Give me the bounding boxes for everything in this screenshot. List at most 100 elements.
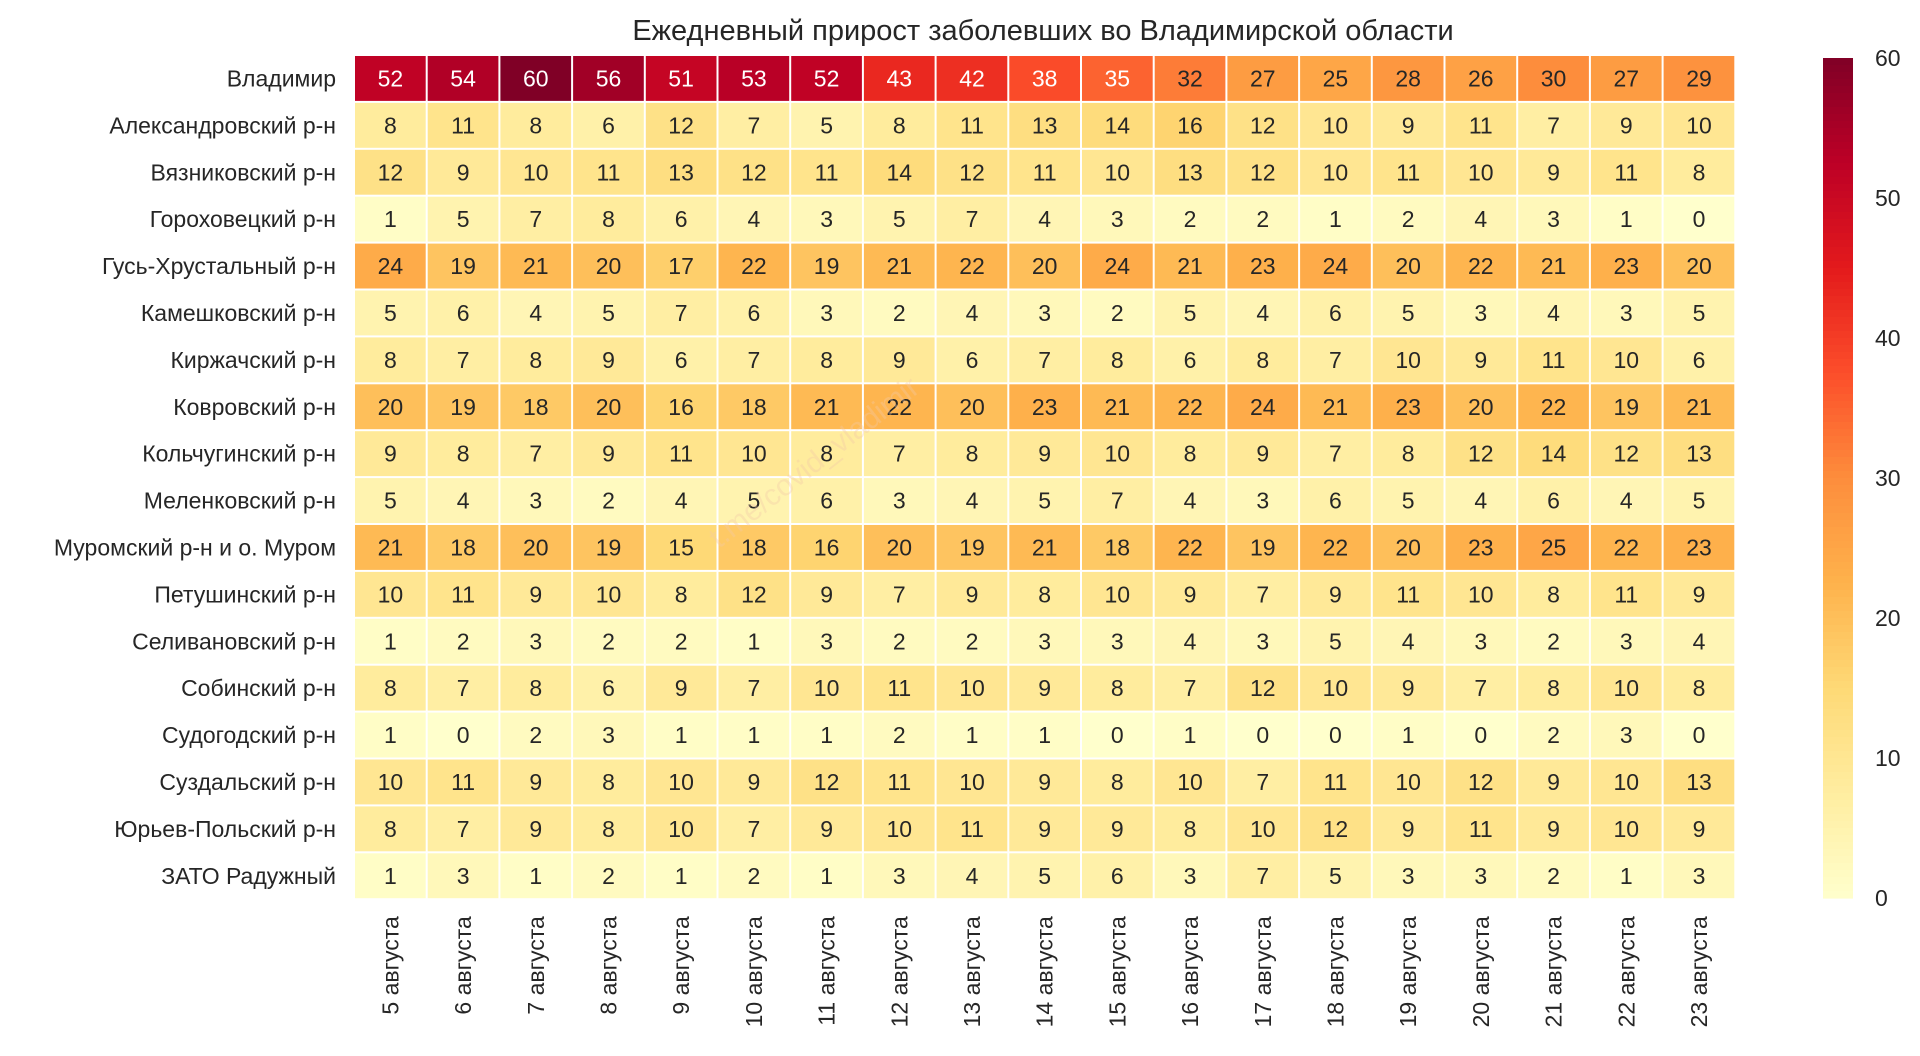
colorbar-segment [1823, 254, 1853, 262]
heatmap-cell [936, 149, 1008, 195]
colorbar-segment [1823, 163, 1853, 171]
heatmap-cell [645, 337, 717, 383]
cell-value-label: 10 [1686, 112, 1712, 138]
heatmap-cell [645, 431, 717, 477]
heatmap-cell [1445, 806, 1517, 852]
cell-value-label: 7 [1547, 112, 1560, 138]
colorbar-segment [1823, 653, 1853, 661]
cell-value-label: 20 [1395, 253, 1421, 279]
cell-value-label: 10 [1614, 769, 1640, 795]
cell-value-label: 12 [1250, 675, 1276, 701]
colorbar-segment [1823, 492, 1853, 500]
heatmap-cell [500, 102, 572, 148]
cell-value-label: 8 [529, 675, 542, 701]
heatmap-cell [1154, 759, 1226, 805]
cell-value-label: 7 [966, 206, 979, 232]
cell-value-label: 7 [748, 816, 761, 842]
heatmap-cell [1445, 102, 1517, 148]
heatmap-cell [718, 384, 790, 430]
cell-value-label: 11 [1614, 581, 1638, 607]
heatmap-cell [1300, 243, 1371, 289]
heatmap-cell [1663, 243, 1735, 289]
colorbar-segment [1823, 317, 1853, 325]
column-label: 10 августа [741, 916, 767, 1027]
cell-value-label: 3 [893, 488, 906, 514]
heatmap-cell [1227, 525, 1299, 570]
heatmap-cell [791, 149, 862, 195]
row-label: Судогодский р-н [162, 722, 336, 748]
row-label: Вязниковский р-н [150, 159, 336, 185]
cell-value-label: 9 [966, 581, 979, 607]
cell-value-label: 1 [820, 722, 833, 748]
heatmap-cell [1300, 712, 1371, 758]
colorbar-segment [1823, 450, 1853, 458]
heatmap-cell [427, 525, 499, 570]
colorbar-segment [1823, 359, 1853, 367]
heatmap-cell [718, 243, 790, 289]
heatmap-cell [1445, 478, 1517, 523]
cell-value-label: 0 [1329, 722, 1342, 748]
colorbar-segment [1823, 646, 1853, 654]
cell-value-label: 8 [602, 816, 615, 842]
cell-value-label: 38 [1032, 66, 1058, 92]
heatmap-cell [573, 806, 644, 852]
column-label: 14 августа [1032, 916, 1058, 1027]
cell-value-label: 9 [1111, 816, 1124, 842]
cell-value-label: 6 [966, 347, 979, 373]
colorbar-segment [1823, 702, 1853, 710]
cell-value-label: 8 [1111, 347, 1124, 373]
cell-value-label: 1 [384, 722, 397, 748]
heatmap-cell [355, 196, 426, 242]
cell-value-label: 7 [457, 816, 470, 842]
column-label: 7 августа [523, 916, 549, 1015]
cell-value-label: 28 [1395, 66, 1421, 92]
heatmap-cell [1227, 431, 1299, 477]
colorbar-segment [1823, 639, 1853, 647]
heatmap-cell [1227, 618, 1299, 664]
cell-value-label: 14 [1105, 112, 1131, 138]
heatmap-cell [1300, 431, 1371, 477]
cell-value-label: 7 [1474, 675, 1487, 701]
cell-value-label: 23 [1032, 394, 1058, 420]
heatmap-cell [427, 102, 499, 148]
cell-value-label: 9 [1038, 769, 1051, 795]
heatmap-cell [573, 759, 644, 805]
colorbar-segment [1823, 835, 1853, 843]
cell-value-label: 4 [1547, 300, 1560, 326]
cell-value-label: 8 [966, 441, 979, 467]
heatmap-cell [718, 149, 790, 195]
cell-value-label: 2 [1547, 722, 1560, 748]
colorbar-segment [1823, 121, 1853, 129]
cell-value-label: 13 [1032, 112, 1058, 138]
colorbar-segment [1823, 604, 1853, 612]
heatmap-cell [791, 243, 862, 289]
colorbar-segment [1823, 576, 1853, 584]
heatmap-cell [1445, 525, 1517, 570]
column-label: 5 августа [377, 916, 403, 1015]
cell-value-label: 8 [675, 581, 688, 607]
heatmap-cell [936, 290, 1008, 336]
heatmap-cell [427, 853, 499, 899]
colorbar-segment [1823, 338, 1853, 346]
cell-value-label: 9 [457, 159, 470, 185]
cell-value-label: 4 [1402, 628, 1415, 654]
cell-value-label: 0 [1474, 722, 1487, 748]
colorbar-segment [1823, 527, 1853, 535]
heatmap-cell [936, 618, 1008, 664]
heatmap-cell [500, 853, 572, 899]
cell-value-label: 4 [1474, 206, 1487, 232]
heatmap-cell [1445, 759, 1517, 805]
cell-value-label: 16 [668, 394, 694, 420]
cell-value-label: 18 [523, 394, 549, 420]
cell-value-label: 4 [675, 488, 688, 514]
cell-value-label: 3 [1256, 488, 1269, 514]
heatmap-cell [863, 337, 935, 383]
column-labels: 5 августа 6 августа 7 августа 8 августа 9 ав… [377, 916, 1712, 1027]
heatmap-cell [500, 196, 572, 242]
cell-value-label: 23 [1614, 253, 1640, 279]
cell-value-label: 52 [378, 66, 404, 92]
cell-value-label: 19 [450, 253, 476, 279]
heatmap-cell [1663, 806, 1735, 852]
heatmap-cell [718, 290, 790, 336]
cell-value-label: 9 [529, 581, 542, 607]
